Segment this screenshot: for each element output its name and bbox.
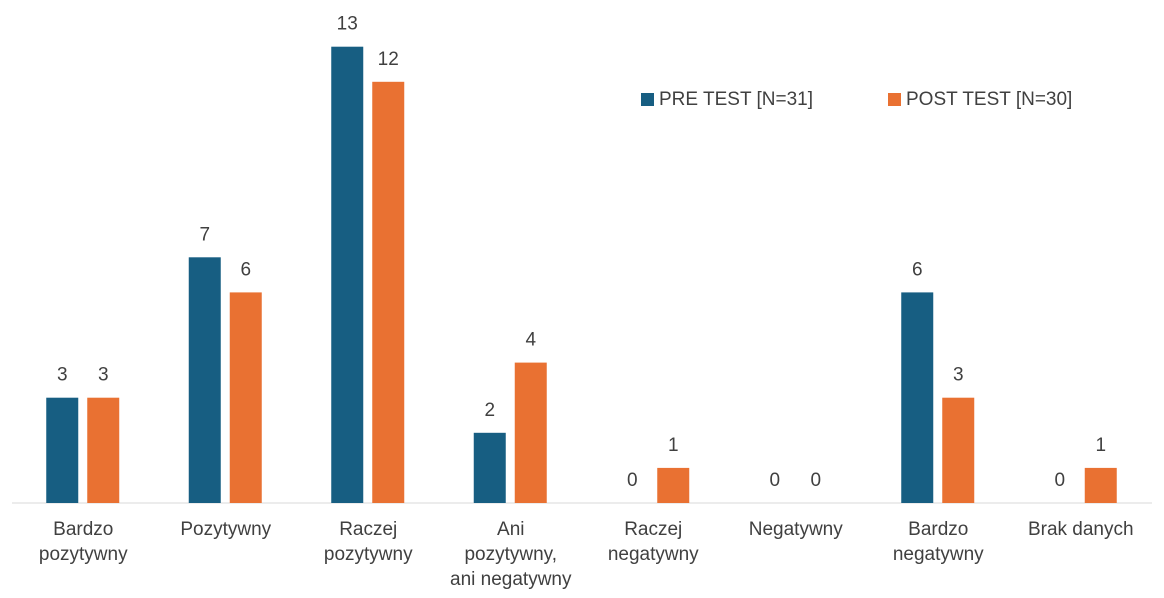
bar (514, 362, 547, 503)
legend-swatch (641, 93, 654, 106)
x-tick-label: ani negatywny (450, 569, 572, 590)
data-label: 0 (769, 470, 780, 491)
data-label: 3 (98, 365, 109, 386)
data-label: 1 (1095, 435, 1106, 456)
bar (1084, 467, 1117, 503)
bar (942, 397, 975, 503)
x-tick-label: negatywny (608, 544, 699, 565)
bar (331, 46, 364, 503)
x-tick-label: Negatywny (749, 519, 843, 540)
data-label: 0 (1054, 470, 1065, 491)
data-label: 7 (199, 224, 210, 245)
data-label: 0 (627, 470, 638, 491)
data-label: 6 (912, 259, 923, 280)
legend-label: PRE TEST [N=31] (659, 89, 813, 110)
bar (229, 292, 262, 503)
x-tick-label: Raczej (624, 519, 682, 540)
data-label: 13 (337, 14, 358, 35)
bar (87, 397, 120, 503)
bar (372, 81, 405, 504)
x-tick-label: Bardzo (908, 519, 968, 540)
data-label: 6 (240, 259, 251, 280)
bar (188, 257, 221, 503)
data-label: 12 (378, 49, 399, 70)
x-tick-label: Ani (497, 519, 524, 540)
legend-swatch (888, 93, 901, 106)
bar (657, 467, 690, 503)
x-tick-label: Pozytywny (180, 519, 271, 540)
bar (473, 432, 506, 503)
x-tick-label: negatywny (893, 544, 984, 565)
data-label: 0 (810, 470, 821, 491)
x-tick-label: pozytywny, (464, 544, 557, 565)
data-label: 1 (668, 435, 679, 456)
x-tick-label: Brak danych (1028, 519, 1134, 540)
x-tick-label: Bardzo (53, 519, 113, 540)
data-label: 4 (525, 330, 536, 351)
x-tick-label: pozytywny (324, 544, 413, 565)
data-label: 3 (953, 365, 964, 386)
data-label: 3 (57, 365, 68, 386)
x-tick-label: Raczej (339, 519, 397, 540)
data-label: 2 (484, 400, 495, 421)
x-tick-label: pozytywny (39, 544, 128, 565)
bar (901, 292, 934, 503)
legend-label: POST TEST [N=30] (906, 89, 1072, 110)
bar (46, 397, 79, 503)
